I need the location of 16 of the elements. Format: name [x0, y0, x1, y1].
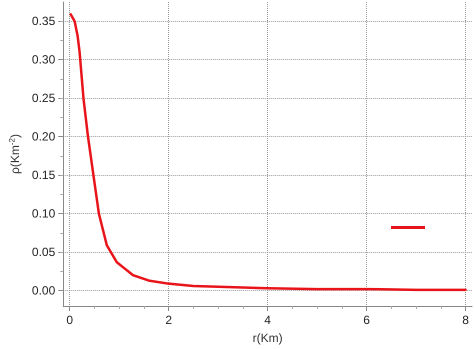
x-tick-label: 0	[66, 313, 74, 327]
y-tick-label: 0.30	[32, 52, 56, 67]
y-tick-label: 0.20	[32, 130, 56, 144]
x-tick-label: 2	[165, 313, 172, 327]
line-series	[69, 13, 467, 292]
y-axis-title: ρ(Km-2)	[8, 134, 22, 174]
x-tick-label: 4	[264, 313, 272, 327]
y-tick-label: 0.15	[32, 168, 56, 182]
y-tick-label: 0.00	[32, 284, 56, 298]
x-tick-label: 6	[363, 313, 370, 327]
x-axis-title: r(Km)	[252, 331, 283, 345]
y-tick-label: 0.05	[32, 245, 56, 260]
y-tick-label: 0.25	[32, 91, 56, 106]
y-tick-label: 0.10	[32, 206, 56, 221]
y-tick-label: 0.35	[32, 14, 56, 28]
x-tick-label: 8	[462, 313, 470, 327]
